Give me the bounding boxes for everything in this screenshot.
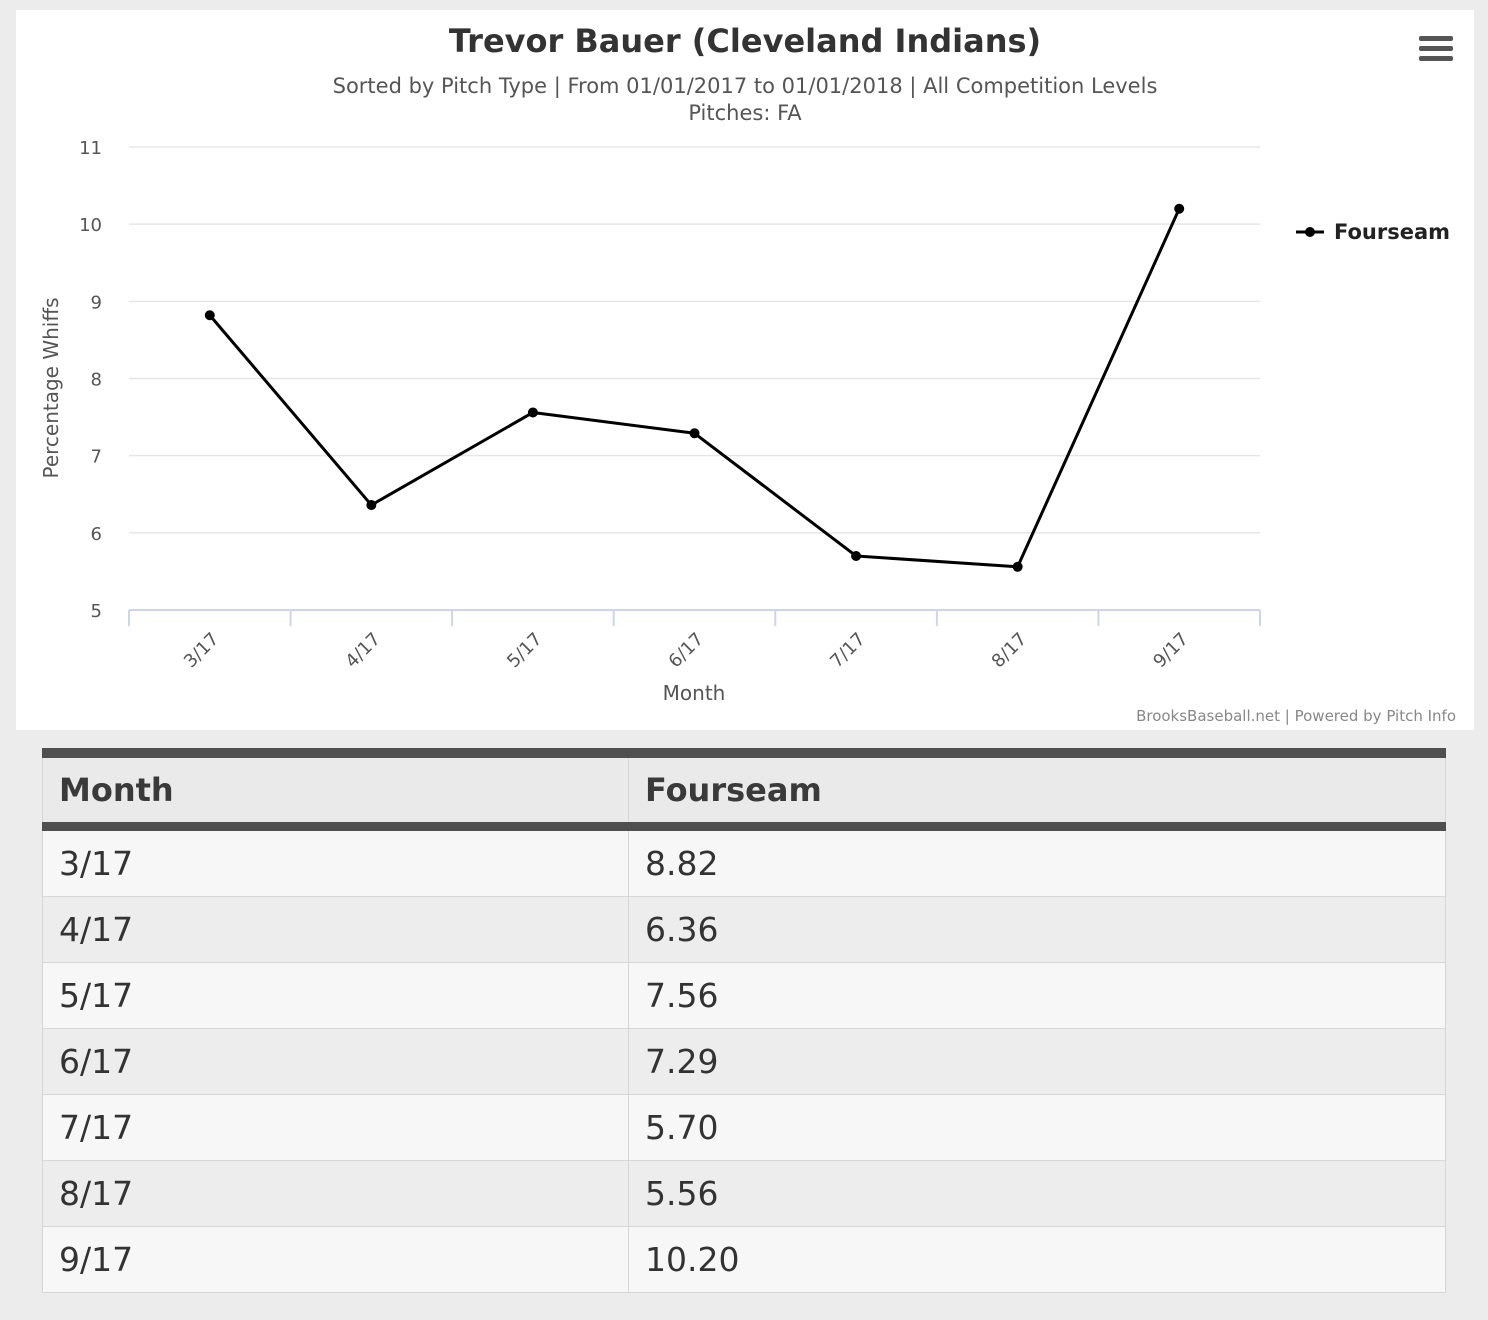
y-tick-label: 7	[91, 447, 102, 468]
x-tick-label: 7/17	[826, 629, 869, 672]
legend-label: Fourseam	[1334, 220, 1450, 244]
column-header-fourseam[interactable]: Fourseam	[628, 752, 1446, 831]
x-tick-label: 9/17	[1149, 629, 1192, 672]
y-tick-label: 8	[91, 370, 102, 391]
legend-marker-symbol	[1305, 227, 1315, 237]
data-point[interactable]	[851, 550, 862, 561]
grid-layer: 5 6 7 8 9 10 11	[79, 138, 1260, 622]
x-tick-label: 8/17	[988, 629, 1031, 672]
x-axis: 3/17 4/17 5/17 6/17 7/17 8/17 9/17	[128, 609, 1261, 672]
data-point[interactable]	[1174, 203, 1185, 214]
data-point[interactable]	[689, 428, 700, 439]
cell-month: 8/17	[42, 1160, 629, 1227]
cell-month: 6/17	[42, 1028, 629, 1095]
y-tick-label: 11	[79, 138, 102, 159]
hamburger-menu-icon-bar	[1419, 46, 1453, 51]
x-axis-title: Month	[663, 681, 726, 705]
y-tick-label: 9	[91, 292, 102, 313]
cell-value: 5.70	[628, 1094, 1446, 1161]
chart-svg: Trevor Bauer (Cleveland Indians) Sorted …	[39, 22, 1456, 725]
chart-subtitle: Sorted by Pitch Type | From 01/01/2017 t…	[333, 74, 1158, 99]
table-row: 5/17 7.56	[42, 962, 1446, 1029]
cell-value: 7.29	[628, 1028, 1446, 1095]
y-tick-label: 5	[91, 601, 102, 622]
x-tick-label: 3/17	[180, 629, 223, 672]
hamburger-menu-icon-bar	[1419, 36, 1453, 41]
table-row: 9/17 10.20	[42, 1226, 1446, 1293]
y-tick-label: 6	[91, 524, 102, 545]
y-tick-label: 10	[79, 215, 102, 236]
table-row: 4/17 6.36	[42, 896, 1446, 963]
data-point[interactable]	[366, 500, 377, 511]
legend-item-fourseam[interactable]: Fourseam	[1296, 220, 1450, 244]
cell-month: 4/17	[42, 896, 629, 963]
cell-value: 8.82	[628, 826, 1446, 897]
cell-value: 10.20	[628, 1226, 1446, 1293]
chart-title: Trevor Bauer (Cleveland Indians)	[449, 22, 1041, 60]
table-row: 8/17 5.56	[42, 1160, 1446, 1227]
data-point[interactable]	[527, 407, 538, 418]
x-tick-label: 6/17	[665, 629, 708, 672]
x-tick-label: 4/17	[341, 629, 384, 672]
data-point[interactable]	[204, 310, 215, 321]
series-fourseam[interactable]	[204, 203, 1185, 572]
series-line	[208, 208, 1181, 569]
table-row: 6/17 7.29	[42, 1028, 1446, 1095]
hamburger-menu-icon-bar	[1419, 56, 1453, 61]
cell-month: 9/17	[42, 1226, 629, 1293]
cell-value: 5.56	[628, 1160, 1446, 1227]
data-point[interactable]	[1012, 561, 1023, 572]
cell-month: 7/17	[42, 1094, 629, 1161]
chart-credits[interactable]: BrooksBaseball.net | Powered by Pitch In…	[1136, 707, 1456, 725]
table-row: 7/17 5.70	[42, 1094, 1446, 1161]
cell-month: 5/17	[42, 962, 629, 1029]
table-row: 3/17 8.82	[42, 826, 1446, 897]
chart-panel: Trevor Bauer (Cleveland Indians) Sorted …	[16, 10, 1474, 730]
cell-value: 6.36	[628, 896, 1446, 963]
chart-subtitle-pitches: Pitches: FA	[688, 101, 802, 125]
x-tick-label: 5/17	[503, 629, 546, 672]
y-axis-title: Percentage Whiffs	[39, 297, 63, 478]
cell-value: 7.56	[628, 962, 1446, 1029]
chart-menu-button[interactable]	[1419, 36, 1453, 66]
data-table: Month Fourseam 3/17 8.82 4/17 6.36 5/17 …	[42, 748, 1446, 1293]
table-header-row: Month Fourseam	[42, 752, 1446, 831]
cell-month: 3/17	[42, 826, 629, 897]
column-header-month[interactable]: Month	[42, 752, 629, 831]
